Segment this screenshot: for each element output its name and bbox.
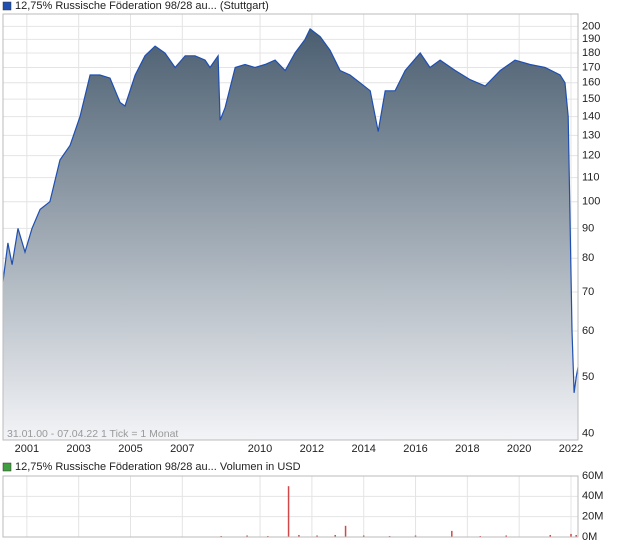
y-tick-label: 130 (582, 129, 600, 141)
volume-bar (451, 530, 453, 537)
x-tick-label: 2007 (170, 443, 194, 455)
volume-bar (246, 535, 248, 537)
y-tick-label: 50 (582, 371, 594, 383)
volume-bar (549, 534, 552, 537)
y-tick-label: 0M (582, 531, 597, 543)
y-tick-label: 60M (582, 470, 603, 482)
volume-bar (362, 535, 365, 537)
y-tick-label: 40 (582, 427, 594, 439)
legend-label: 12,75% Russische Föderation 98/28 au... … (15, 0, 269, 12)
x-tick-label: 2003 (66, 443, 90, 455)
volume-bar (298, 534, 300, 537)
y-tick-label: 150 (582, 93, 600, 105)
y-tick-label: 160 (582, 77, 600, 89)
volume-bar (316, 535, 318, 537)
y-tick-label: 170 (582, 61, 600, 73)
y-tick-label: 120 (582, 150, 600, 162)
x-tick-label: 2016 (403, 443, 427, 455)
price-area (3, 28, 578, 441)
y-tick-label: 100 (582, 196, 600, 208)
y-tick-label: 70 (582, 286, 594, 298)
volume-bar (575, 534, 577, 537)
plot-frame (2, 475, 579, 538)
y-tick-label: 180 (582, 47, 600, 59)
y-tick-label: 90 (582, 222, 594, 234)
volume-bar (334, 534, 336, 537)
x-tick-label: 2014 (351, 443, 375, 455)
price-line (2, 27, 579, 393)
y-tick-label: 80 (582, 252, 594, 264)
x-tick-label: 2010 (248, 443, 272, 455)
legend-label: 12,75% Russische Föderation 98/28 au... … (15, 461, 301, 473)
volume-bar (388, 535, 391, 537)
volume-bar (344, 525, 347, 537)
volume-bar (287, 486, 290, 537)
volume-bar (505, 535, 507, 537)
y-tick-label: 140 (582, 111, 600, 123)
x-tick-label: 2012 (300, 443, 324, 455)
y-tick-label: 20M (582, 511, 603, 523)
y-tick-label: 190 (582, 33, 600, 45)
x-tick-label: 2018 (455, 443, 479, 455)
x-tick-label: 2020 (507, 443, 531, 455)
legend-swatch (2, 462, 12, 472)
x-tick-label: 2001 (15, 443, 39, 455)
volume-bar (479, 535, 482, 537)
x-tick-label: 2022 (559, 443, 583, 455)
y-tick-label: 40M (582, 490, 603, 502)
y-tick-label: 60 (582, 325, 594, 337)
y-tick-label: 200 (582, 20, 600, 32)
volume-bar (570, 533, 572, 537)
y-tick-label: 110 (582, 172, 600, 184)
legend-swatch (2, 1, 12, 11)
plot-frame (2, 13, 579, 441)
annotation: 31.01.00 - 07.04.22 1 Tick = 1 Monat (7, 428, 178, 440)
volume-bar (414, 535, 417, 537)
x-tick-label: 2005 (118, 443, 142, 455)
volume-bar (267, 535, 269, 537)
volume-bar (220, 535, 222, 537)
